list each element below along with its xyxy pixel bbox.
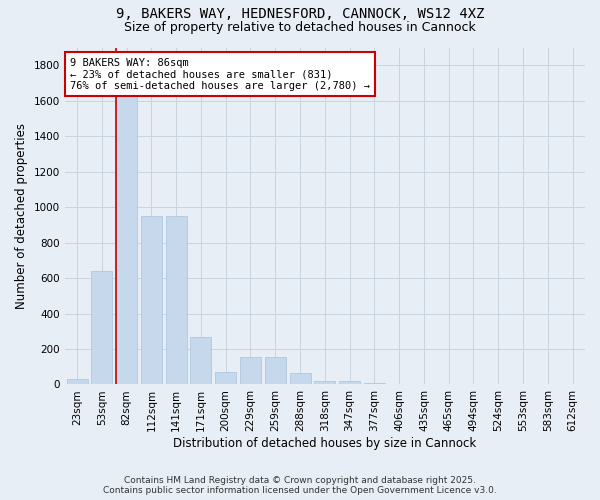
Bar [314, 381, 335, 384]
Text: Contains HM Land Registry data © Crown copyright and database right 2025.
Contai: Contains HM Land Registry data © Crown c… [103, 476, 497, 495]
Bar [141, 216, 162, 384]
Bar [215, 372, 236, 384]
Bar [67, 379, 88, 384]
Bar [240, 357, 261, 384]
Bar [166, 216, 187, 384]
Text: 9, BAKERS WAY, HEDNESFORD, CANNOCK, WS12 4XZ: 9, BAKERS WAY, HEDNESFORD, CANNOCK, WS12… [116, 8, 484, 22]
Bar [364, 383, 385, 384]
Bar [290, 373, 311, 384]
Bar [339, 381, 360, 384]
Text: 9 BAKERS WAY: 86sqm
← 23% of detached houses are smaller (831)
76% of semi-detac: 9 BAKERS WAY: 86sqm ← 23% of detached ho… [70, 58, 370, 91]
Bar [190, 338, 211, 384]
Bar [116, 96, 137, 385]
Bar [265, 357, 286, 384]
Y-axis label: Number of detached properties: Number of detached properties [15, 123, 28, 309]
Text: Size of property relative to detached houses in Cannock: Size of property relative to detached ho… [124, 21, 476, 34]
X-axis label: Distribution of detached houses by size in Cannock: Distribution of detached houses by size … [173, 437, 476, 450]
Bar [91, 271, 112, 384]
